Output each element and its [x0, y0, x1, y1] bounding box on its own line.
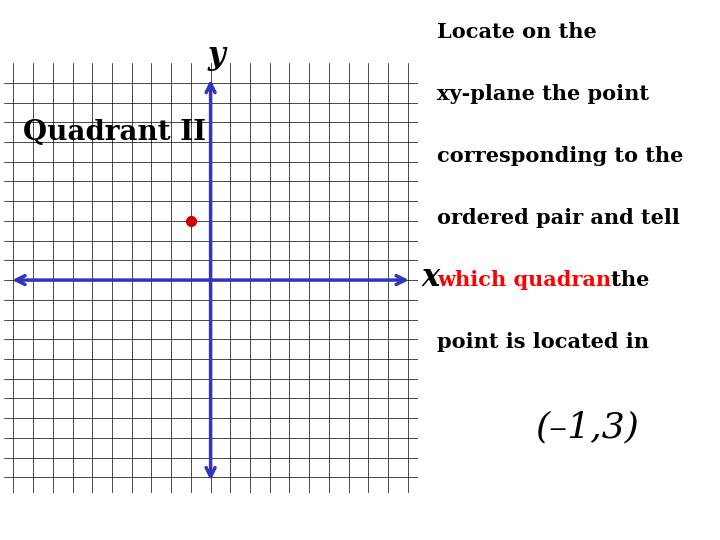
Text: y: y: [207, 40, 225, 71]
Text: x: x: [421, 261, 439, 293]
Text: (–1,3): (–1,3): [535, 410, 639, 444]
Text: the: the: [604, 270, 649, 290]
Text: xy-plane the point: xy-plane the point: [437, 84, 649, 104]
Text: which quadrant: which quadrant: [437, 270, 621, 290]
Text: ordered pair and tell: ordered pair and tell: [437, 208, 680, 228]
Text: Quadrant II: Quadrant II: [23, 119, 207, 146]
Text: corresponding to the: corresponding to the: [437, 146, 683, 166]
Text: point is located in: point is located in: [437, 332, 649, 352]
Text: Locate on the: Locate on the: [437, 22, 597, 42]
